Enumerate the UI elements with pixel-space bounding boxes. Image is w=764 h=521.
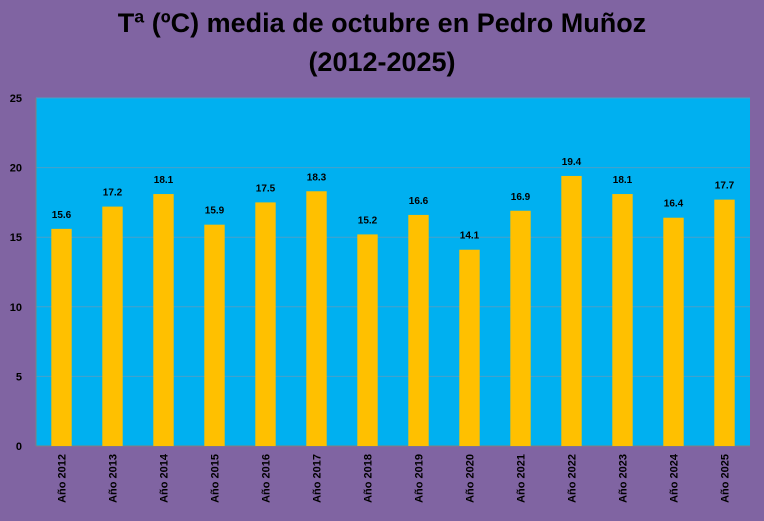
data-label: 16.6 (409, 196, 429, 207)
chart-title-line-1: Tª (ºC) media de octubre en Pedro Muñoz (117, 8, 647, 38)
data-label: 17.5 (256, 183, 276, 194)
bar (357, 234, 378, 446)
x-category-label: Año 2020 (465, 454, 477, 503)
bar (612, 194, 633, 446)
x-category-label: Año 2017 (312, 454, 324, 503)
bar (510, 210, 531, 446)
y-tick-label: 20 (10, 163, 22, 175)
data-label: 17.2 (103, 188, 123, 199)
data-label: 18.1 (613, 175, 633, 186)
x-category-label: Año 2012 (57, 454, 69, 503)
bar (459, 249, 480, 446)
data-label: 17.7 (715, 181, 735, 192)
x-category-label: Año 2013 (108, 454, 120, 503)
y-tick-label: 25 (10, 93, 22, 105)
x-category-label: Año 2024 (669, 453, 681, 503)
x-category-label: Año 2019 (414, 454, 426, 503)
data-label: 14.1 (460, 231, 480, 242)
bar (153, 194, 174, 446)
bar (663, 217, 684, 446)
x-category-label: Año 2021 (516, 454, 528, 503)
bar (408, 214, 429, 446)
x-category-label: Año 2014 (159, 453, 171, 503)
bar (204, 224, 225, 446)
data-label: 15.6 (52, 210, 72, 221)
x-category-label: Año 2015 (210, 454, 222, 503)
plot-area (36, 98, 750, 446)
data-label: 15.2 (358, 215, 378, 226)
x-category-label: Año 2025 (720, 454, 732, 503)
bar (561, 175, 582, 446)
data-label: 16.9 (511, 192, 531, 203)
data-label: 18.3 (307, 172, 327, 183)
bar (255, 202, 276, 446)
x-category-label: Año 2022 (567, 454, 579, 503)
x-category-label: Año 2018 (363, 454, 375, 503)
x-category-label: Año 2023 (618, 454, 630, 503)
data-label: 15.9 (205, 206, 225, 217)
data-label: 16.4 (664, 199, 684, 210)
data-label: 19.4 (562, 157, 582, 168)
bar (306, 191, 327, 446)
bar (102, 206, 123, 446)
y-tick-label: 10 (10, 302, 22, 314)
bar (714, 199, 735, 446)
y-tick-label: 15 (10, 232, 22, 244)
y-tick-label: 5 (16, 371, 22, 383)
y-tick-label: 0 (16, 441, 22, 453)
x-category-label: Año 2016 (261, 454, 273, 503)
chart-title-line-2: (2012-2025) (308, 47, 456, 77)
bar (51, 228, 72, 446)
data-label: 18.1 (154, 175, 174, 186)
